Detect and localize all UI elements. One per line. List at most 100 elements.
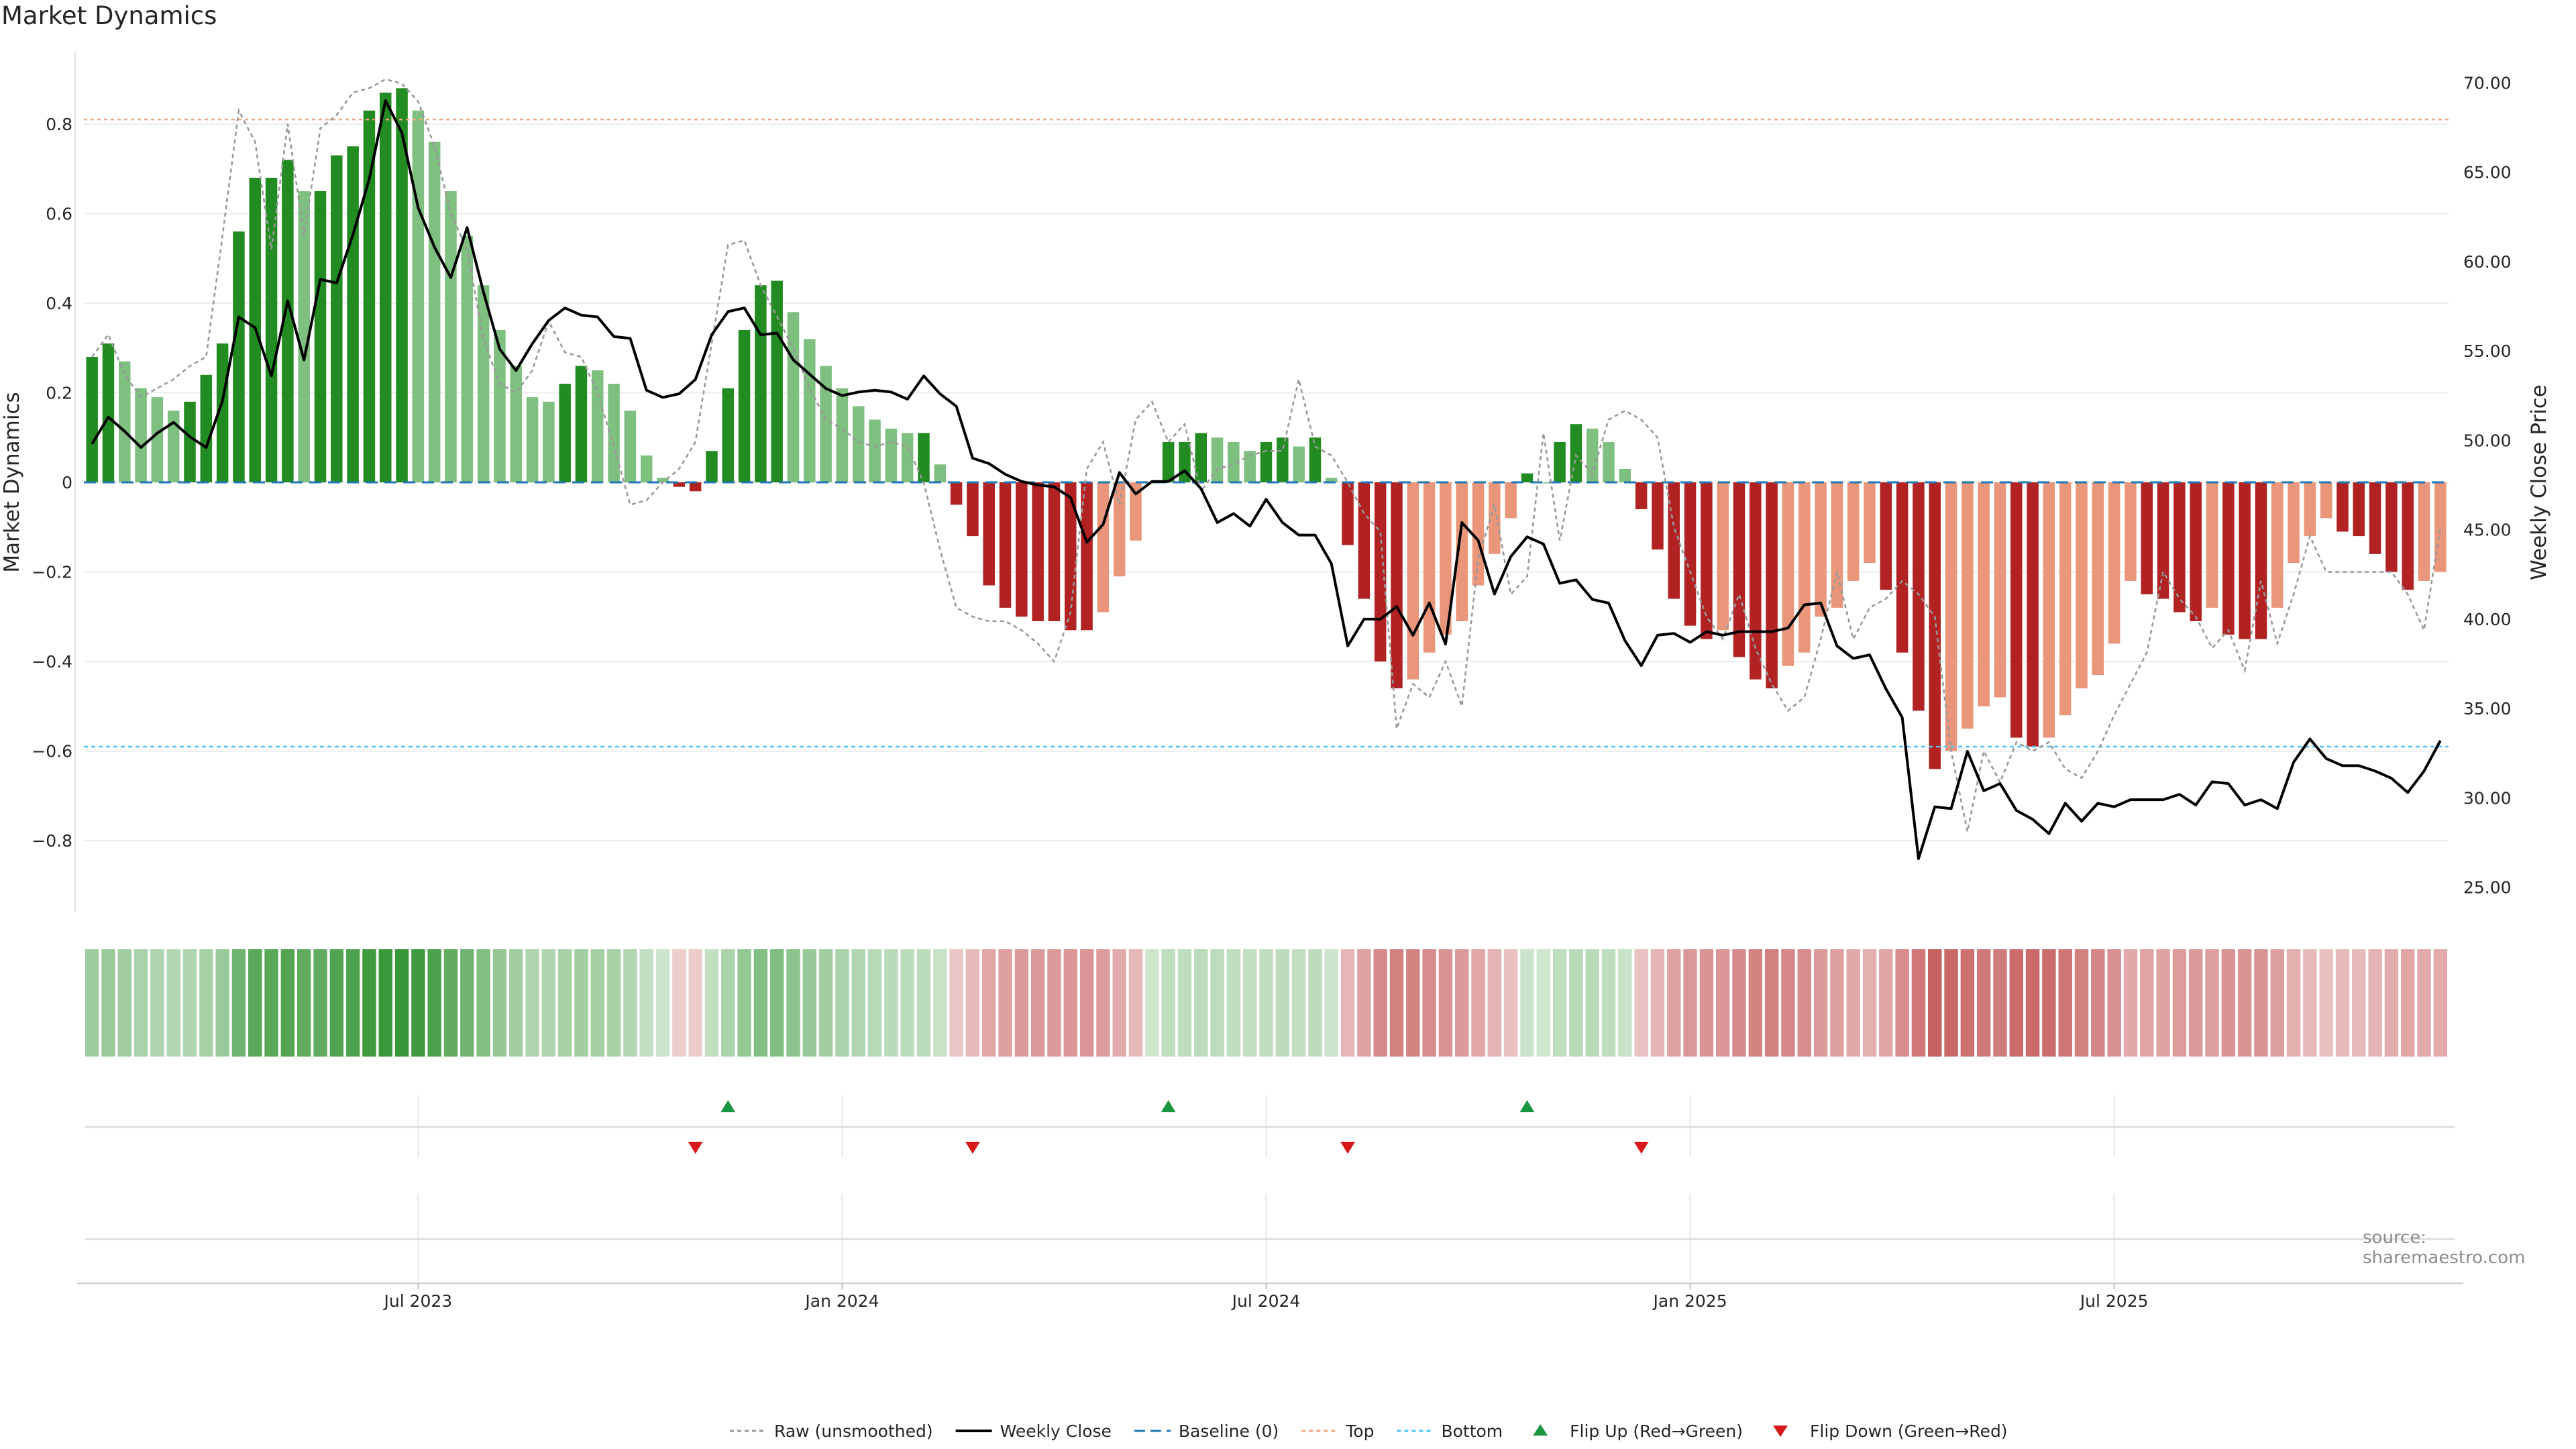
histogram-bar	[1684, 482, 1697, 626]
y-left-tick-label: 0.6	[46, 204, 72, 223]
y-right-tick-label: 45.00	[2463, 521, 2512, 540]
histogram-bar	[167, 411, 180, 482]
regime-strip-cell	[199, 949, 213, 1057]
regime-strip-cell	[1846, 949, 1860, 1057]
histogram-bar	[1701, 482, 1713, 639]
regime-strip-cell	[264, 949, 278, 1057]
regime-strip-cell	[2352, 949, 2366, 1057]
regime-strip-cell	[1960, 949, 1975, 1057]
y-right-tick-label: 70.00	[2463, 73, 2512, 93]
histogram-bar	[282, 160, 294, 482]
histogram-bar	[314, 191, 327, 482]
histogram-bar	[1652, 482, 1664, 550]
histogram-bar	[804, 339, 816, 482]
regime-strip-cell	[2123, 949, 2138, 1057]
regime-strip-cell	[1781, 949, 1795, 1057]
regime-strip-cell	[1569, 949, 1583, 1057]
histogram-bar	[1570, 424, 1582, 482]
x-tick-label: Jul 2024	[1231, 1291, 1301, 1311]
histogram-bar	[477, 285, 490, 482]
raw-unsmoothed-line	[91, 78, 2442, 833]
regime-strip-cell	[460, 949, 474, 1057]
histogram-bar	[706, 451, 718, 482]
regime-strip-cell	[557, 949, 572, 1057]
regime-strip-cell	[2221, 949, 2236, 1057]
legend-label: Top	[1345, 1421, 1374, 1441]
weekly-close-line	[91, 99, 2442, 860]
histogram-bar	[1032, 482, 1044, 621]
histogram-bar	[1130, 482, 1142, 541]
regime-strip-cell	[1699, 949, 1714, 1057]
regime-strip-cell	[2205, 949, 2219, 1057]
histogram-bar	[200, 374, 213, 482]
histogram-bar	[135, 388, 147, 482]
histogram-bar	[1472, 482, 1485, 586]
regime-strip-cell	[818, 949, 833, 1057]
histogram-bar	[771, 280, 783, 482]
regime-strip-cell	[427, 949, 441, 1057]
histogram-bar	[1097, 482, 1110, 612]
regime-strip-cell	[1242, 949, 1257, 1057]
y-right-tick-label: 35.00	[2463, 699, 2512, 718]
regime-strip-cell	[1324, 949, 1338, 1057]
flip-up-marker	[720, 1100, 736, 1112]
histogram-bar	[738, 329, 751, 482]
regime-strip-cell	[2303, 949, 2317, 1057]
histogram-bar	[1962, 482, 1974, 729]
regime-strip-cell	[2025, 949, 2040, 1057]
histogram-bar	[983, 482, 995, 586]
histogram-bar	[119, 361, 131, 482]
y-left-tick-label: 0.4	[46, 294, 72, 313]
histogram-bar	[1358, 482, 1371, 599]
histogram-bar	[184, 401, 196, 482]
regime-strip-cell	[2286, 949, 2301, 1057]
regime-strip-cell	[1667, 949, 1681, 1057]
regime-strip-cell	[1993, 949, 2007, 1057]
regime-strip-cell	[753, 949, 768, 1057]
histogram-bar	[999, 482, 1012, 608]
regime-strip-cell	[2172, 949, 2187, 1057]
regime-strip-cell	[1079, 949, 1094, 1057]
x-tick-label: Jan 2024	[804, 1291, 879, 1311]
histogram-bar	[1456, 482, 1468, 621]
regime-strip-cell	[492, 949, 507, 1057]
regime-strip-cell	[1340, 949, 1355, 1057]
y-right-tick-label: 50.00	[2463, 431, 2512, 450]
histogram-bar	[1619, 468, 1631, 482]
regime-strip-cell	[2107, 949, 2121, 1057]
histogram-bar	[1978, 482, 1990, 706]
flip-up-marker	[1161, 1100, 1176, 1112]
histogram-bar	[1831, 482, 1843, 608]
legend-item: Bottom	[1397, 1421, 1503, 1441]
histogram-bar	[1440, 482, 1452, 635]
regime-strip-cell	[1813, 949, 1828, 1057]
regime-strip-cell	[1455, 949, 1469, 1057]
regime-strip-cell	[443, 949, 458, 1057]
histogram-bar	[592, 370, 604, 482]
regime-strip-cell	[280, 949, 295, 1057]
regime-strip-cell	[85, 949, 99, 1057]
regime-strip-cell	[182, 949, 197, 1057]
legend-label: Baseline (0)	[1179, 1421, 1279, 1441]
legend-label: Bottom	[1441, 1421, 1503, 1441]
histogram-bar	[640, 455, 653, 482]
histogram-bar	[2239, 482, 2251, 639]
histogram-bar	[1048, 482, 1061, 621]
regime-strip-cell	[884, 949, 898, 1057]
regime-strip-cell	[1063, 949, 1077, 1057]
flip-down-marker	[1340, 1142, 1356, 1154]
histogram-bar	[820, 366, 832, 482]
regime-strip-cell	[1145, 949, 1159, 1057]
histogram-bar	[445, 191, 457, 482]
regime-strip-cell	[1259, 949, 1273, 1057]
regime-strip-cell	[345, 949, 360, 1057]
histogram-bar	[396, 88, 408, 482]
legend-label: Raw (unsmoothed)	[774, 1421, 933, 1441]
regime-strip-cell	[2417, 949, 2431, 1057]
histogram-bar	[1913, 482, 1925, 711]
histogram-bar	[1081, 482, 1093, 631]
regime-strip-cell	[1128, 949, 1143, 1057]
series-lines	[84, 78, 2449, 860]
flip-markers-panel	[85, 1095, 2455, 1281]
